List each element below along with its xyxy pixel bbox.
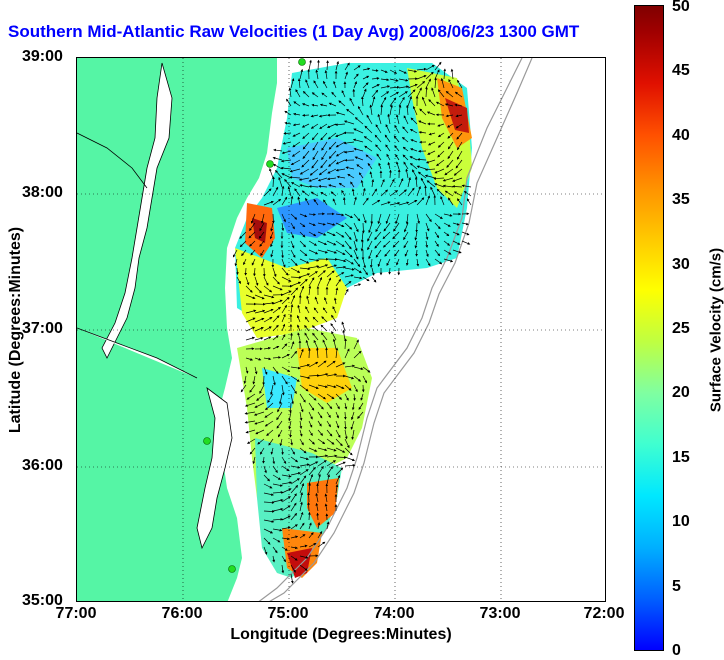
velocity-arrow xyxy=(462,241,470,244)
colorbar-tick: 20 xyxy=(672,384,690,402)
velocity-arrow xyxy=(318,484,319,493)
velocity-arrow xyxy=(309,503,310,511)
colorbar-tick: 25 xyxy=(672,320,690,338)
velocity-arrow xyxy=(342,322,345,331)
station-marker xyxy=(229,566,236,573)
velocity-arrow xyxy=(363,223,364,233)
map-svg xyxy=(77,58,606,602)
velocity-arrow xyxy=(318,513,319,520)
velocity-arrow xyxy=(273,214,274,223)
colorbar-tick: 35 xyxy=(672,191,690,209)
x-tick: 73:00 xyxy=(480,605,521,623)
colorbar-tick: 15 xyxy=(672,449,690,467)
velocity-arrow xyxy=(354,284,361,286)
y-tick: 36:00 xyxy=(22,457,63,475)
velocity-arrow xyxy=(309,60,311,70)
x-axis-label: Longitude (Degrees:Minutes) xyxy=(230,626,451,644)
map-title: Southern Mid-Atlantic Raw Velocities (1 … xyxy=(8,22,579,42)
x-tick: 75:00 xyxy=(268,605,309,623)
velocity-arrow xyxy=(309,513,310,520)
velocity-arrow xyxy=(372,277,376,282)
velocity-arrow xyxy=(467,199,471,205)
y-axis-label: Latitude (Degrees:Minutes) xyxy=(7,227,25,433)
velocity-arrow xyxy=(246,338,254,341)
station-marker xyxy=(204,438,211,445)
velocity-arrow xyxy=(264,376,265,385)
x-tick: 72:00 xyxy=(584,605,625,623)
y-tick: 39:00 xyxy=(22,48,63,66)
colorbar-label: Surface Velocity (cm/s) xyxy=(708,248,724,412)
velocity-arrow xyxy=(309,349,310,359)
velocity-arrow xyxy=(327,259,337,260)
map-plot-area xyxy=(76,57,606,602)
velocity-arrow xyxy=(336,457,346,458)
colorbar-tick: 50 xyxy=(672,0,690,16)
y-tick: 38:00 xyxy=(22,184,63,202)
velocity-arrow xyxy=(246,268,247,275)
velocity-arrow xyxy=(255,338,263,340)
velocity-arrow xyxy=(309,493,310,502)
velocity-arrow xyxy=(270,169,273,178)
y-tick: 35:00 xyxy=(22,592,63,610)
colorbar-tick: 45 xyxy=(672,62,690,80)
colorbar-tick: 40 xyxy=(672,127,690,145)
colorbar-tick: 5 xyxy=(672,578,681,596)
colorbar-tick: 0 xyxy=(672,642,681,660)
y-tick: 37:00 xyxy=(22,320,63,338)
station-marker xyxy=(299,59,306,66)
station-marker xyxy=(267,161,274,168)
velocity-arrow xyxy=(303,115,309,116)
colorbar xyxy=(634,5,664,651)
colorbar-tick: 30 xyxy=(672,256,690,274)
x-tick: 74:00 xyxy=(374,605,415,623)
velocity-arrow xyxy=(345,412,346,419)
velocity-field xyxy=(235,63,472,578)
colorbar-tick: 10 xyxy=(672,513,690,531)
velocity-arrow xyxy=(345,457,354,461)
velocity-arrow xyxy=(345,465,355,466)
x-tick: 76:00 xyxy=(162,605,203,623)
